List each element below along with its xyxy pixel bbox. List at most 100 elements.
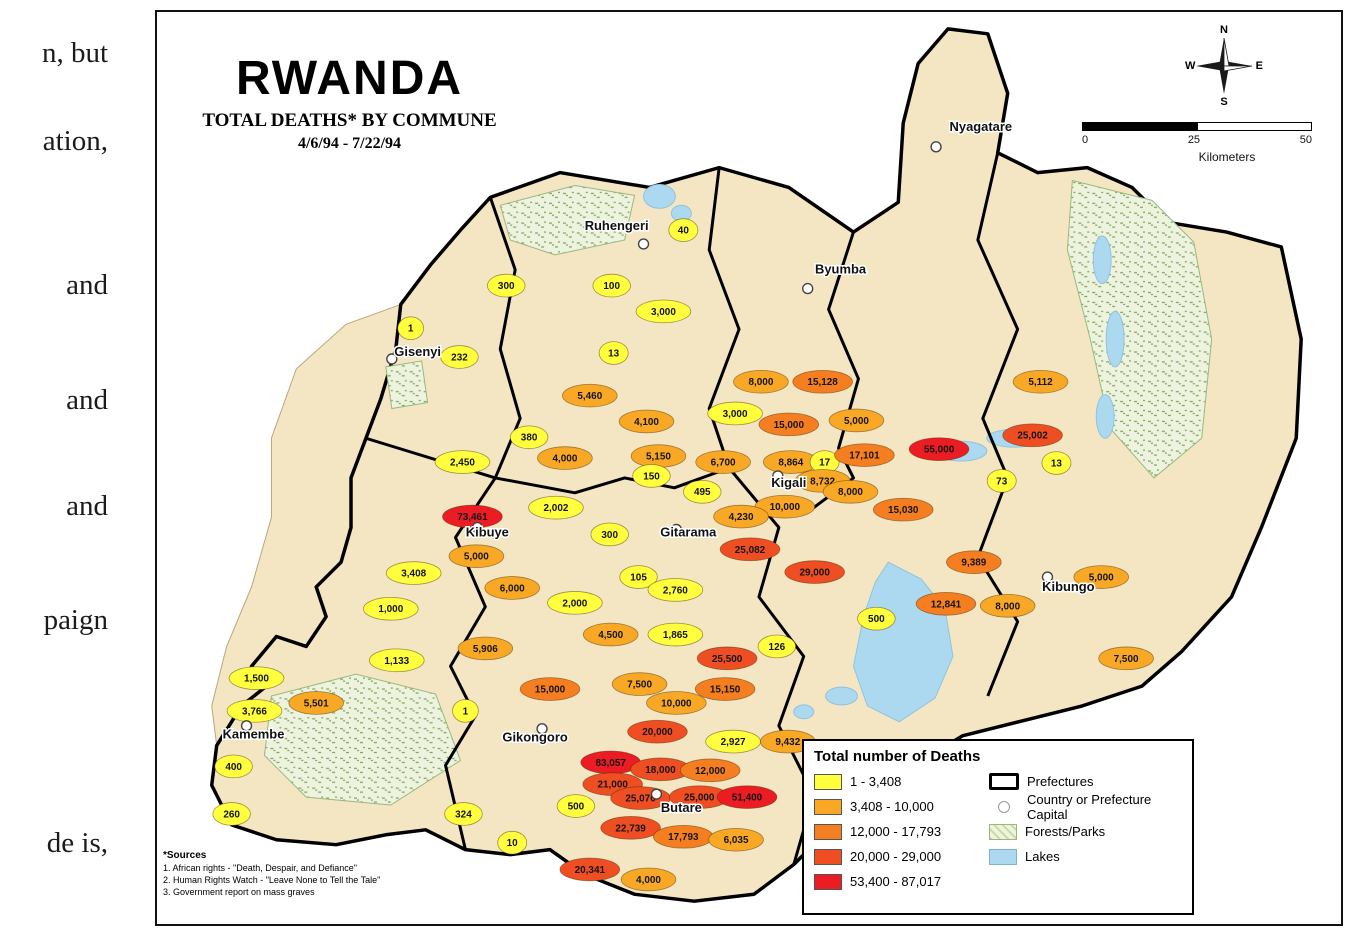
commune-area — [600, 816, 661, 840]
commune-death-count: 20,000 — [642, 727, 673, 738]
commune-death-count: 6,700 — [711, 458, 736, 469]
margin-text-fragment: paign — [43, 604, 108, 636]
commune-area — [872, 497, 934, 522]
city-label: Nyagatare — [950, 119, 1013, 134]
margin-text-fragment: and — [66, 490, 108, 522]
commune-area — [528, 495, 584, 520]
commune-death-count: 15,000 — [535, 685, 566, 696]
commune-area — [228, 666, 285, 690]
commune-death-count: 17,101 — [849, 451, 880, 462]
scale-tick-50: 50 — [1299, 134, 1312, 146]
source-line: 1. African rights - "Death, Despair, and… — [163, 863, 357, 873]
commune-area — [647, 578, 704, 602]
prefecture-boundary — [707, 167, 741, 469]
commune-area — [646, 691, 707, 715]
capital-marker — [930, 141, 942, 153]
commune-area — [696, 646, 758, 671]
commune-area — [509, 425, 549, 450]
commune-area — [694, 677, 756, 701]
commune-area — [647, 622, 704, 647]
commune-death-count: 25,082 — [735, 545, 766, 556]
capital-marker — [1041, 571, 1054, 583]
sources-lines: 1. African rights - "Death, Despair, and… — [163, 862, 463, 898]
commune-death-count: 2,450 — [450, 458, 475, 469]
commune-area — [632, 464, 671, 488]
commune-area — [363, 596, 419, 621]
commune-area — [784, 560, 845, 584]
commune-death-count: 3,000 — [651, 307, 676, 318]
legend-feature-row: Lakes — [989, 844, 1182, 869]
city-label: Gitarama — [660, 524, 717, 539]
commune-area — [448, 544, 505, 569]
legend-feature-row: Forests/Parks — [989, 819, 1182, 844]
commune-death-count: 1,133 — [384, 656, 409, 667]
legend-class-label: 3,408 - 10,000 — [850, 799, 934, 814]
commune-death-count: 260 — [223, 809, 240, 820]
commune-death-count: 232 — [451, 352, 468, 363]
commune-death-count: 5,000 — [464, 552, 489, 563]
commune-area — [226, 699, 283, 723]
commune-area — [547, 591, 603, 615]
commune-death-count: 20,341 — [575, 865, 606, 876]
legend-class-row: 53,400 - 87,017 — [814, 869, 989, 894]
commune-death-count: 1 — [408, 324, 414, 335]
commune-death-count: 8,000 — [748, 377, 773, 388]
commune-area — [719, 537, 781, 562]
commune-area — [397, 316, 425, 341]
commune-area — [792, 369, 853, 394]
forest-area — [499, 184, 636, 256]
map-title-block: RWANDA TOTAL DEATHS* BY COMMUNE 4/6/94 -… — [182, 53, 517, 153]
commune-death-count: 25,002 — [1017, 431, 1048, 442]
forest-area — [385, 360, 429, 410]
scale-tick-25: 25 — [1187, 134, 1201, 146]
commune-death-count: 9,389 — [961, 558, 986, 569]
capital-marker — [637, 238, 650, 250]
margin-text-fragment: and — [66, 269, 108, 301]
commune-area — [946, 550, 1002, 574]
scale-segment-filled — [1082, 122, 1197, 131]
commune-area — [757, 634, 797, 659]
legend-color-swatch — [814, 848, 842, 865]
commune-death-count: 105 — [630, 573, 647, 584]
commune-area — [708, 827, 764, 852]
commune-area — [733, 369, 789, 394]
commune-death-count: 4,230 — [729, 512, 754, 523]
commune-death-count: 324 — [455, 809, 472, 820]
commune-death-count: 21,000 — [597, 780, 628, 791]
commune-area — [828, 408, 885, 433]
compass-east-label: E — [1255, 60, 1263, 72]
capital-marker — [386, 353, 398, 365]
commune-area — [707, 401, 763, 426]
commune-death-count: 5,501 — [304, 698, 329, 709]
commune-area — [683, 479, 722, 504]
commune-death-count: 12,841 — [931, 599, 962, 610]
legend-columns: 1 - 3,408 3,408 - 10,000 12,000 - 17,793 20… — [814, 769, 1182, 894]
commune-death-count: 5,460 — [577, 391, 602, 402]
commune-death-count: 8,732 — [810, 476, 835, 487]
commune-area — [434, 450, 491, 474]
source-line: 3. Government report on mass graves — [163, 887, 315, 898]
commune-death-count: 22,739 — [615, 823, 646, 834]
legend-class-label: 20,000 - 29,000 — [850, 849, 942, 864]
commune-death-count: 2,760 — [663, 585, 688, 596]
city-label: Butare — [661, 800, 702, 815]
capital-marker — [471, 521, 484, 534]
city-label: Ruhengeri — [585, 218, 649, 233]
commune-death-count: 9,432 — [775, 737, 800, 748]
legend-title: Total number of Deaths — [814, 748, 981, 765]
commune-area — [598, 341, 629, 365]
commune-area — [695, 450, 751, 474]
commune-area — [758, 412, 820, 437]
legend-class-row: 3,408 - 10,000 — [814, 794, 989, 819]
commune-death-count: 5,000 — [1089, 573, 1114, 584]
legend-feature-label: Lakes — [1025, 849, 1060, 864]
commune-death-count: 17,793 — [668, 832, 699, 843]
commune-area — [288, 691, 344, 715]
commune-area — [668, 218, 699, 242]
commune-area — [497, 830, 528, 855]
commune-area — [1002, 423, 1063, 448]
commune-death-count: 400 — [225, 762, 242, 773]
commune-area — [716, 785, 778, 809]
commune-death-count: 7,500 — [1114, 654, 1139, 665]
